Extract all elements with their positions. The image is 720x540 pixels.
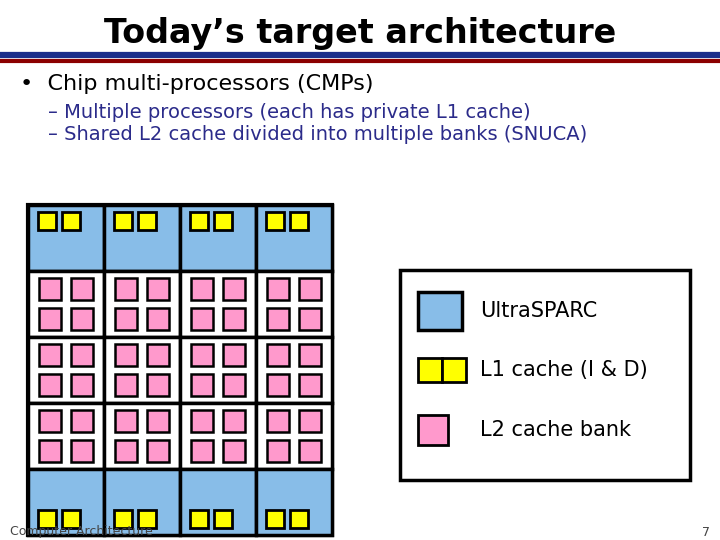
Bar [223, 374, 245, 396]
Bar [104, 469, 180, 535]
Bar [114, 212, 132, 230]
Bar [180, 403, 256, 469]
Bar [256, 337, 332, 403]
Bar [28, 403, 104, 469]
Bar [38, 212, 56, 230]
Bar [400, 270, 690, 480]
Bar [115, 344, 137, 366]
Bar [442, 358, 466, 382]
Bar [104, 205, 180, 271]
Bar [191, 278, 213, 300]
Bar [28, 205, 332, 535]
Bar [114, 510, 132, 528]
Bar [180, 271, 256, 337]
Bar [147, 440, 169, 462]
Bar [223, 410, 245, 432]
Text: UltraSPARC: UltraSPARC [480, 301, 598, 321]
Bar [190, 212, 208, 230]
Bar [147, 344, 169, 366]
Bar [299, 374, 321, 396]
Bar [418, 292, 462, 330]
Bar [266, 212, 284, 230]
Bar [147, 410, 169, 432]
Bar [191, 410, 213, 432]
Bar [190, 510, 208, 528]
Bar [256, 403, 332, 469]
Bar [214, 510, 232, 528]
Bar [28, 271, 104, 337]
Bar [223, 308, 245, 330]
Bar [138, 212, 156, 230]
Bar [104, 271, 180, 337]
Bar [39, 278, 61, 300]
Bar [147, 278, 169, 300]
Text: Computer Architecture: Computer Architecture [10, 525, 153, 538]
Bar [28, 337, 104, 403]
Text: – Multiple processors (each has private L1 cache): – Multiple processors (each has private … [48, 103, 531, 122]
Bar [62, 212, 80, 230]
Bar [191, 344, 213, 366]
Bar [191, 440, 213, 462]
Bar [39, 308, 61, 330]
Bar [299, 278, 321, 300]
Bar [290, 510, 308, 528]
Bar [267, 308, 289, 330]
Bar [223, 344, 245, 366]
Bar [267, 278, 289, 300]
Text: L1 cache (I & D): L1 cache (I & D) [480, 360, 648, 380]
Bar [418, 415, 448, 445]
Bar [299, 440, 321, 462]
Bar [71, 374, 93, 396]
Bar [223, 278, 245, 300]
Bar [115, 308, 137, 330]
Bar [267, 440, 289, 462]
Bar [115, 278, 137, 300]
Bar [267, 410, 289, 432]
Bar [180, 205, 256, 271]
Bar [266, 510, 284, 528]
Bar [28, 469, 104, 535]
Bar [138, 510, 156, 528]
Bar [39, 440, 61, 462]
Bar [299, 410, 321, 432]
Bar [147, 374, 169, 396]
Bar [180, 337, 256, 403]
Text: – Shared L2 cache divided into multiple banks (SNUCA): – Shared L2 cache divided into multiple … [48, 125, 588, 145]
Bar [180, 469, 256, 535]
Bar [71, 410, 93, 432]
Bar [39, 374, 61, 396]
Bar [267, 374, 289, 396]
Bar [214, 212, 232, 230]
Bar [418, 358, 442, 382]
Bar [223, 440, 245, 462]
Bar [115, 374, 137, 396]
Bar [115, 410, 137, 432]
Text: 7: 7 [702, 525, 710, 538]
Bar [299, 344, 321, 366]
Bar [104, 403, 180, 469]
Bar [191, 308, 213, 330]
Bar [104, 337, 180, 403]
Bar [28, 205, 104, 271]
Text: L2 cache bank: L2 cache bank [480, 420, 631, 440]
Bar [256, 271, 332, 337]
Bar [39, 410, 61, 432]
Bar [299, 308, 321, 330]
Bar [71, 308, 93, 330]
Bar [71, 440, 93, 462]
Bar [115, 440, 137, 462]
Bar [71, 278, 93, 300]
Bar [39, 344, 61, 366]
Bar [38, 510, 56, 528]
Bar [71, 344, 93, 366]
Bar [62, 510, 80, 528]
Bar [290, 212, 308, 230]
Bar [267, 344, 289, 366]
Text: Today’s target architecture: Today’s target architecture [104, 17, 616, 50]
Bar [191, 374, 213, 396]
Bar [256, 469, 332, 535]
Bar [256, 205, 332, 271]
Bar [147, 308, 169, 330]
Text: •  Chip multi-processors (CMPs): • Chip multi-processors (CMPs) [20, 74, 374, 94]
